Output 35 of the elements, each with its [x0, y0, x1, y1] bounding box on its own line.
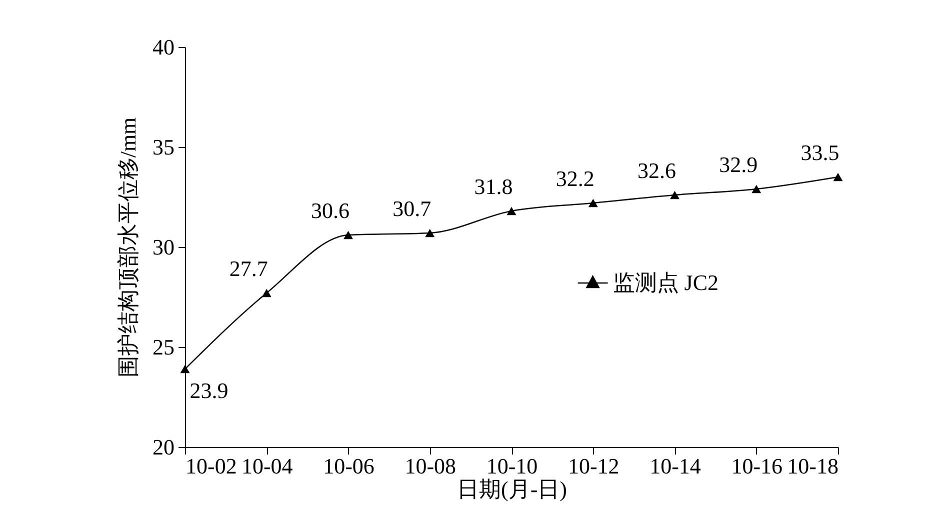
y-tick-label: 35	[152, 134, 174, 160]
y-tick-label: 25	[152, 334, 174, 360]
data-label: 27.7	[229, 256, 268, 281]
x-tick-label: 10-16	[731, 454, 783, 478]
x-tick-label: 10-08	[404, 454, 456, 478]
data-label: 32.6	[638, 158, 676, 183]
data-label: 23.9	[190, 378, 228, 403]
data-label: 30.7	[392, 196, 432, 221]
x-tick-label: 10-04	[241, 454, 293, 478]
data-label: 30.6	[311, 198, 350, 223]
x-tick-label: 10-02	[186, 454, 237, 478]
point	[344, 230, 353, 240]
x-axis-title: 日期(月-日)	[457, 476, 567, 502]
point	[506, 206, 516, 216]
x-tick-label: 10-06	[323, 454, 374, 478]
data-label: 32.2	[556, 166, 594, 191]
x-tick-label: 10-14	[650, 454, 701, 478]
x-tick-label: 10-10	[486, 454, 538, 478]
y-tick-label: 20	[152, 434, 174, 460]
data-label: 32.9	[719, 152, 758, 177]
data-label: 31.8	[474, 174, 513, 199]
y-tick-label: 30	[152, 234, 174, 260]
point	[425, 228, 435, 238]
point	[752, 184, 762, 194]
point	[670, 190, 680, 200]
data-label: 33.5	[800, 140, 840, 165]
point	[262, 288, 272, 298]
x-tick-label: 10-18	[787, 454, 838, 478]
point	[833, 172, 843, 182]
y-axis-title: 围护结构顶部水平位移/mm	[116, 117, 140, 378]
y-tick-label: 40	[152, 34, 174, 60]
x-tick-label: 10-12	[568, 454, 620, 478]
point	[180, 364, 190, 374]
legend-label: 监测点 JC2	[612, 270, 719, 295]
point	[588, 198, 598, 208]
